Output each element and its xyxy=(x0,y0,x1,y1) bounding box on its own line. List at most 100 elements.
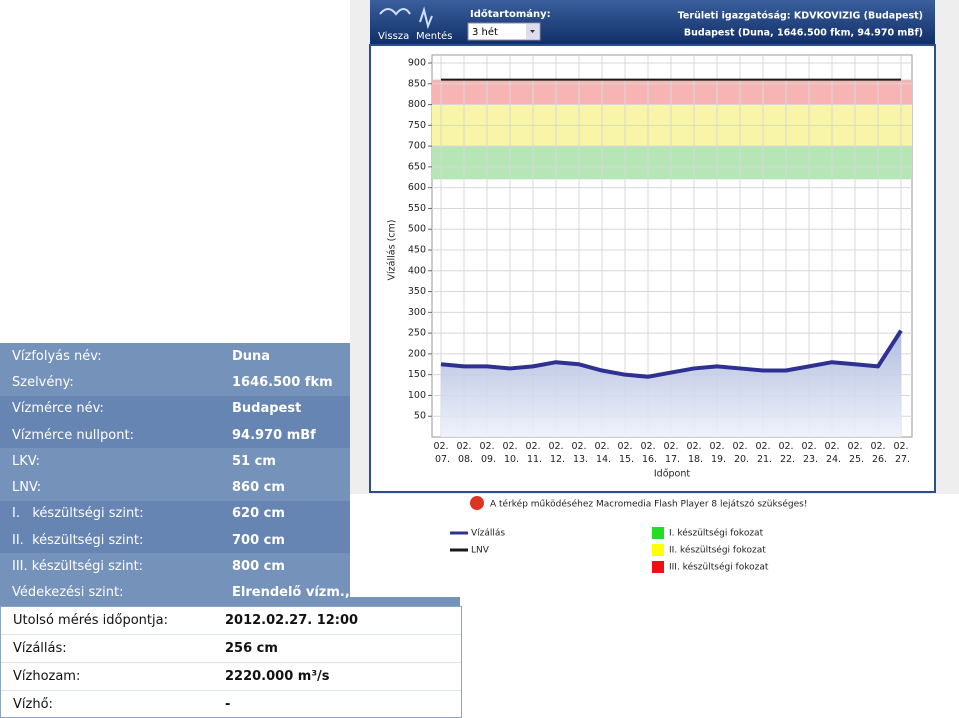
info-label: Vízmérce név: xyxy=(12,401,104,417)
info-label: LNV: xyxy=(12,480,42,496)
measurement-value: 2220.000 m³/s xyxy=(225,669,330,684)
x-tick-label: 02. 19. xyxy=(708,441,726,465)
y-tick-label: 500 xyxy=(408,224,426,235)
legend-label: I. készültségi fokozat xyxy=(669,528,764,539)
save-button[interactable]: Mentés xyxy=(416,6,452,42)
y-tick-label: 750 xyxy=(408,120,426,131)
info-value: 94.970 mBf xyxy=(232,427,316,443)
series-line xyxy=(440,329,903,379)
y-tick-label: 400 xyxy=(408,265,426,276)
x-tick-label: 02. 12. xyxy=(547,441,565,465)
y-tick-label: 600 xyxy=(408,182,426,193)
info-value: 51 cm xyxy=(232,453,276,469)
info-value: 620 cm xyxy=(232,506,285,522)
measurement-value: 2012.02.27. 12:00 xyxy=(225,613,359,628)
x-tick-label: 02. 16. xyxy=(639,441,657,465)
directorate: Területi igazgatóság: KDVKOVIZIG (Budape… xyxy=(678,11,923,22)
toolbar xyxy=(370,0,935,45)
alert-band xyxy=(432,146,912,180)
x-tick-label: 02. 10. xyxy=(501,441,519,465)
legend-label: III. készültségi fokozat xyxy=(669,562,769,573)
measurement-row: Utolsó mérés időpontja: 2012.02.27. 12:00 xyxy=(1,607,461,635)
legend-swatch xyxy=(652,527,664,539)
info-label: LKV: xyxy=(12,453,40,469)
range-label: Időtartomány: xyxy=(470,8,551,20)
x-tick-label: 02. 23. xyxy=(800,441,818,465)
chart-panel: Vissza Mentés Időtartomány: 3 hét Terüle… xyxy=(350,0,959,597)
back-button[interactable]: Vissza xyxy=(378,8,411,42)
x-tick-label: 02. 17. xyxy=(662,441,680,465)
flash-notice: A térkép működéséhez Macromedia Flash Pl… xyxy=(490,499,807,510)
info-label: II. készültségi szint: xyxy=(12,532,144,548)
x-tick-label: 02. 21. xyxy=(754,441,772,465)
x-tick-label: 02. 13. xyxy=(570,441,588,465)
y-tick-label: 100 xyxy=(408,390,426,401)
info-value: 860 cm xyxy=(232,480,285,496)
measurement-value: 256 cm xyxy=(225,641,278,656)
info-value: 1646.500 fkm xyxy=(232,374,333,390)
x-tick-label: 02. 22. xyxy=(777,441,795,465)
measurement-label: Utolsó mérés időpontja: xyxy=(13,613,168,628)
save-label[interactable]: Mentés xyxy=(416,30,452,42)
y-tick-label: 50 xyxy=(414,411,426,422)
legend-label: II. készültségi fokozat xyxy=(669,545,766,556)
info-label: I. készültségi szint: xyxy=(12,506,144,522)
range-value[interactable]: 3 hét xyxy=(472,26,498,38)
x-tick-label: 02. 20. xyxy=(731,441,749,465)
y-tick-label: 800 xyxy=(408,99,426,110)
x-tick-label: 02. 26. xyxy=(869,441,887,465)
x-tick-label: 02. 24. xyxy=(823,441,841,465)
y-tick-label: 650 xyxy=(408,161,426,172)
info-label: Szelvény: xyxy=(12,374,74,390)
y-tick-label: 200 xyxy=(408,348,426,359)
info-label: Vízmérce nullpont: xyxy=(12,427,134,443)
x-tick-label: 02. 08. xyxy=(455,441,473,465)
x-tick-label: 02. 25. xyxy=(846,441,864,465)
x-tick-label: 02. 18. xyxy=(685,441,703,465)
x-tick-label: 02. 11. xyxy=(524,441,542,465)
range-select[interactable]: 3 hét xyxy=(467,22,541,41)
plot: 50 100 150 200 250 300 350 400 450 500 550 600 650 70… xyxy=(387,54,913,480)
legend-swatch xyxy=(652,544,664,556)
info-value: 800 cm xyxy=(232,559,285,575)
y-tick-label: 300 xyxy=(408,307,426,318)
measurement-table: Utolsó mérés időpontja: 2012.02.27. 12:00… xyxy=(0,606,462,718)
info-value: 700 cm xyxy=(232,532,285,548)
y-tick-label: 350 xyxy=(408,286,426,297)
info-value: Elrendelő vízm., xyxy=(232,585,350,601)
info-label: Vízfolyás név: xyxy=(12,348,102,364)
x-tick-label: 02. 27. xyxy=(892,441,910,465)
station: Budapest (Duna, 1646.500 fkm, 94.970 mBf… xyxy=(684,28,923,39)
series-area xyxy=(441,330,901,437)
x-tick-label: 02. 14. xyxy=(593,441,611,465)
info-label: III. készültségi szint: xyxy=(12,559,144,575)
info-value: Budapest xyxy=(232,401,302,417)
y-axis-label: Vízállás (cm) xyxy=(387,220,398,281)
back-label[interactable]: Vissza xyxy=(378,31,409,42)
y-tick-label: 850 xyxy=(408,78,426,89)
measurement-row: Vízállás: 256 cm xyxy=(1,635,461,663)
measurement-label: Vízállás: xyxy=(13,641,67,656)
info-value: Duna xyxy=(232,348,271,364)
x-tick-label: 02. 15. xyxy=(616,441,634,465)
legend-label: Vízállás xyxy=(471,529,505,539)
y-tick-label: 550 xyxy=(408,203,426,214)
y-tick-label: 250 xyxy=(408,328,426,339)
x-tick-label: 02. 07. xyxy=(432,441,450,465)
measurement-value: - xyxy=(225,697,231,712)
y-tick-label: 150 xyxy=(408,369,426,380)
legend-swatch xyxy=(652,561,664,573)
x-axis-label: Időpont xyxy=(654,469,691,480)
measurement-row: Vízhő: - xyxy=(1,691,461,718)
measurement-row: Vízhozam: 2220.000 m³/s xyxy=(1,663,461,691)
x-tick-label: 02. 09. xyxy=(478,441,496,465)
y-tick-label: 900 xyxy=(408,58,426,69)
y-tick-label: 700 xyxy=(408,141,426,152)
flash-icon xyxy=(470,496,484,510)
legend-label: LNV xyxy=(471,546,490,556)
measurement-label: Vízhő: xyxy=(13,697,53,712)
measurement-label: Vízhozam: xyxy=(13,669,81,684)
info-label: Védekezési szint: xyxy=(12,585,124,601)
y-tick-label: 450 xyxy=(408,245,426,256)
